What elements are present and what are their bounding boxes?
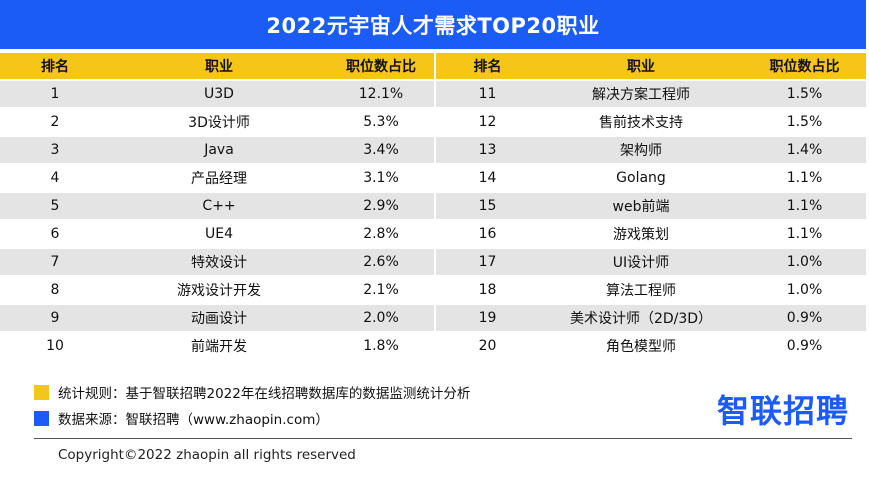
cell-share: 1.8%	[328, 333, 436, 359]
cell-share-2: 0.9%	[743, 305, 866, 331]
cell-rank-2: 12	[436, 109, 539, 135]
cell-rank: 5	[0, 193, 110, 219]
cell-job-2: 游戏策划	[539, 221, 743, 247]
cell-job: 前端开发	[110, 333, 328, 359]
cell-share-2: 1.1%	[743, 193, 866, 219]
cell-share: 12.1%	[328, 81, 436, 107]
table-row: 7 特效设计 2.6% 17 UI设计师 1.0%	[0, 249, 866, 275]
cell-job: 产品经理	[110, 165, 328, 191]
table-row: 9 动画设计 2.0% 19 美术设计师（2D/3D） 0.9%	[0, 305, 866, 331]
cell-job-2: 解决方案工程师	[539, 81, 743, 107]
table-row: 8 游戏设计开发 2.1% 18 算法工程师 1.0%	[0, 277, 866, 303]
cell-share: 2.9%	[328, 193, 436, 219]
copyright-text: Copyright©2022 zhaopin all rights reserv…	[58, 447, 356, 463]
cell-share-2: 1.0%	[743, 249, 866, 275]
ranking-table: 排名 职业 职位数占比 排名 职业 职位数占比 1 U3D 12.1% 11 解决方案工…	[0, 51, 866, 361]
cell-rank-2: 20	[436, 333, 539, 359]
cell-rank: 8	[0, 277, 110, 303]
cell-rank: 9	[0, 305, 110, 331]
cell-share: 2.6%	[328, 249, 436, 275]
cell-rank: 7	[0, 249, 110, 275]
cell-job-2: UI设计师	[539, 249, 743, 275]
cell-job: 动画设计	[110, 305, 328, 331]
table-row: 4 产品经理 3.1% 14 Golang 1.1%	[0, 165, 866, 191]
cell-share-2: 1.0%	[743, 277, 866, 303]
cell-rank-2: 16	[436, 221, 539, 247]
cell-job-2: web前端	[539, 193, 743, 219]
cell-rank-2: 18	[436, 277, 539, 303]
cell-rank-2: 15	[436, 193, 539, 219]
cell-share: 5.3%	[328, 109, 436, 135]
cell-job: U3D	[110, 81, 328, 107]
cell-share-2: 1.4%	[743, 137, 866, 163]
legend-source: 数据来源：智联招聘（www.zhaopin.com）	[34, 408, 329, 428]
cell-rank-2: 11	[436, 81, 539, 107]
legend-rule: 统计规则：基于智联招聘2022年在线招聘数据库的数据监测统计分析	[34, 382, 470, 402]
header-job: 职业	[110, 53, 328, 79]
cell-rank: 1	[0, 81, 110, 107]
cell-rank: 10	[0, 333, 110, 359]
cell-share: 2.0%	[328, 305, 436, 331]
cell-rank-2: 19	[436, 305, 539, 331]
table-row: 6 UE4 2.8% 16 游戏策划 1.1%	[0, 221, 866, 247]
cell-share-2: 1.5%	[743, 81, 866, 107]
cell-share: 3.1%	[328, 165, 436, 191]
cell-job-2: Golang	[539, 165, 743, 191]
cell-job: C++	[110, 193, 328, 219]
cell-job: 游戏设计开发	[110, 277, 328, 303]
table-row: 10 前端开发 1.8% 20 角色模型师 0.9%	[0, 333, 866, 359]
cell-job-2: 架构师	[539, 137, 743, 163]
table-row: 5 C++ 2.9% 15 web前端 1.1%	[0, 193, 866, 219]
cell-job: Java	[110, 137, 328, 163]
header-share-2: 职位数占比	[743, 53, 866, 79]
yellow-square-icon	[34, 384, 49, 400]
table-row: 2 3D设计师 5.3% 12 售前技术支持 1.5%	[0, 109, 866, 135]
header-rank: 排名	[0, 53, 110, 79]
zhaopin-logo: 智联招聘	[716, 392, 849, 430]
cell-rank-2: 13	[436, 137, 539, 163]
cell-share: 2.1%	[328, 277, 436, 303]
divider	[34, 438, 852, 439]
cell-share: 2.8%	[328, 221, 436, 247]
cell-job-2: 售前技术支持	[539, 109, 743, 135]
header-rank-2: 排名	[436, 53, 539, 79]
cell-job: 特效设计	[110, 249, 328, 275]
cell-share-2: 1.5%	[743, 109, 866, 135]
cell-rank: 6	[0, 221, 110, 247]
cell-job-2: 算法工程师	[539, 277, 743, 303]
header-job-2: 职业	[539, 53, 743, 79]
header-share: 职位数占比	[328, 53, 436, 79]
cell-job: UE4	[110, 221, 328, 247]
table-row: 1 U3D 12.1% 11 解决方案工程师 1.5%	[0, 81, 866, 107]
table-header-row: 排名 职业 职位数占比 排名 职业 职位数占比	[0, 53, 866, 79]
cell-job: 3D设计师	[110, 109, 328, 135]
table-row: 3 Java 3.4% 13 架构师 1.4%	[0, 137, 866, 163]
legend-rule-text: 统计规则：基于智联招聘2022年在线招聘数据库的数据监测统计分析	[58, 386, 471, 402]
cell-share-2: 1.1%	[743, 221, 866, 247]
cell-rank: 3	[0, 137, 110, 163]
cell-share-2: 1.1%	[743, 165, 866, 191]
legend-source-text: 数据来源：智联招聘（www.zhaopin.com）	[58, 412, 329, 428]
cell-share: 3.4%	[328, 137, 436, 163]
cell-rank-2: 17	[436, 249, 539, 275]
blue-square-icon	[34, 410, 49, 426]
page-title: 2022元宇宙人才需求TOP20职业	[0, 0, 866, 49]
cell-share-2: 0.9%	[743, 333, 866, 359]
cell-rank-2: 14	[436, 165, 539, 191]
cell-rank: 2	[0, 109, 110, 135]
cell-rank: 4	[0, 165, 110, 191]
cell-job-2: 美术设计师（2D/3D）	[539, 305, 743, 331]
cell-job-2: 角色模型师	[539, 333, 743, 359]
